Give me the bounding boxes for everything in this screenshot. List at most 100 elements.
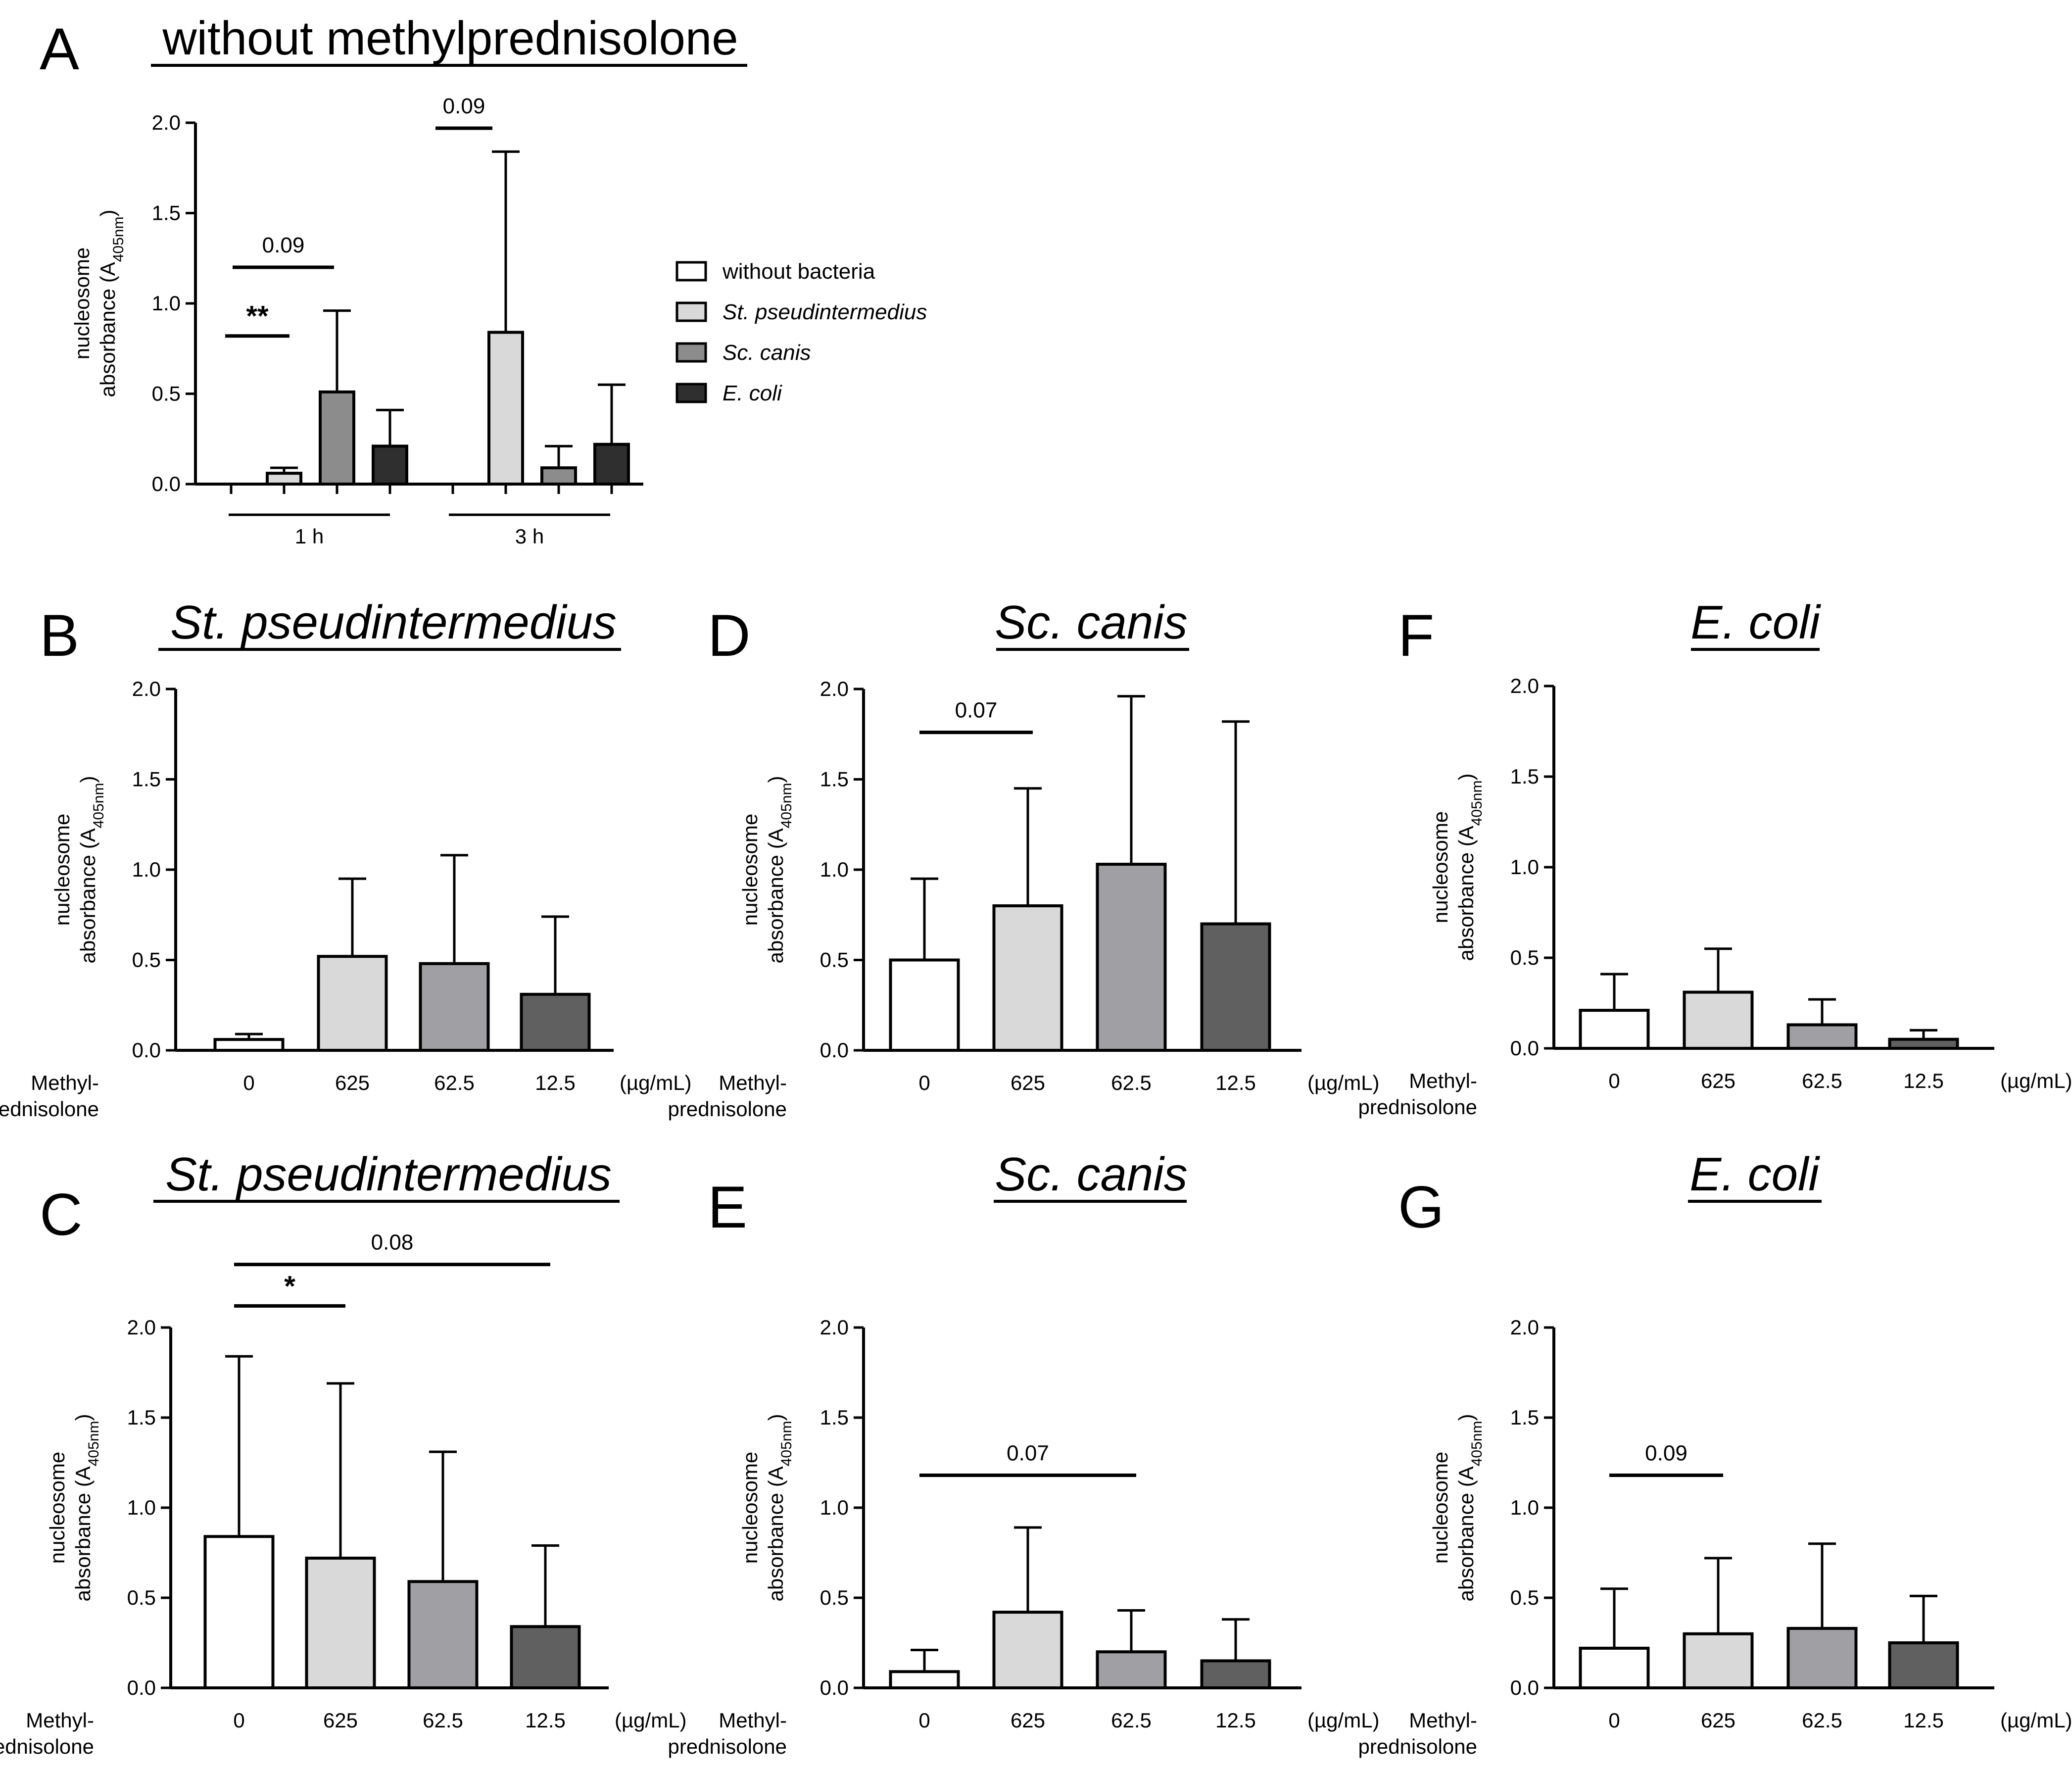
y-tick-label: 2.0 [1510,1316,1539,1339]
bar [305,1556,376,1689]
panel-letter: C [40,1181,83,1248]
x-tick-label: 12.5 [1903,1069,1944,1092]
row-label-prednisolone: prednisolone [1358,1095,1477,1119]
bar [1888,1037,1959,1050]
significance-label: 0.09 [262,233,305,257]
y-tick-label: 1.0 [820,1496,849,1519]
panel-letter: E [708,1174,747,1240]
bar [992,904,1063,1052]
y-axis-label-line2: absorbance (A405nm) [1454,774,1485,961]
y-axis-label-line1: nucleosome [1429,811,1452,923]
y-axis-label-line1: nucleosome [50,814,74,926]
legend-swatch [675,301,707,322]
significance-label: 0.09 [443,94,485,118]
x-unit-label: (µg/mL) [1307,1071,1380,1094]
bar [317,955,388,1052]
y-tick-label: 2.0 [152,111,181,134]
y-axis-label-line1: nucleosome [738,814,762,926]
y-tick-label: 0.0 [132,1038,161,1062]
x-tick-label: 12.5 [1215,1071,1256,1094]
x-tick-label: 0 [1608,1709,1620,1732]
panel-title: E. coli [1690,596,1821,649]
x-tick-label: 0 [918,1709,930,1732]
bar [510,1625,581,1689]
panel-letter: B [40,602,79,669]
x-tick-label: 0 [233,1709,244,1732]
x-tick-label: 12.5 [1903,1709,1944,1732]
bar [213,1038,285,1052]
significance-label: ** [246,300,269,333]
group-label: 1 h [295,525,324,548]
bar [1683,990,1754,1050]
y-axis-label-line1: nucleosome [738,1452,762,1564]
x-tick-label: 625 [1701,1069,1735,1092]
bar [1096,863,1167,1052]
y-tick-label: 1.0 [152,292,181,315]
y-tick-label: 0.0 [152,472,181,495]
row-label-prednisolone: prednisolone [668,1735,787,1758]
y-tick-label: 0.0 [1510,1676,1539,1699]
panel-A: without methylprednisolone A 0.0 0.5 1.0 1.5 2… [40,12,927,548]
bar [593,443,630,486]
y-axis-label-line1: nucleosome [1429,1452,1452,1564]
x-tick-label: 625 [1701,1709,1735,1732]
panel-title: Sc. canis [995,1148,1187,1201]
x-tick-label: 62.5 [1802,1709,1842,1732]
x-unit-label: (µg/mL) [2000,1069,2072,1092]
y-tick-label: 0.5 [820,1586,849,1609]
bar [266,472,302,486]
group-label: 3 h [515,525,544,548]
bar [372,444,408,486]
x-tick-label: 62.5 [1111,1071,1152,1094]
legend-label: St. pseudintermedius [723,300,927,324]
y-tick-label: 2.0 [820,1316,849,1339]
y-tick-label: 0.0 [1510,1036,1539,1060]
panel-title: St. pseudintermedius [170,596,617,649]
bar [1200,922,1271,1052]
y-tick-label: 1.5 [820,1406,849,1429]
y-tick-label: 0.5 [1510,946,1539,969]
x-unit-label: (µg/mL) [620,1071,692,1094]
y-tick-label: 2.0 [127,1316,156,1339]
significance-label: 0.08 [371,1231,414,1255]
y-tick-label: 1.5 [1510,765,1539,788]
legend-label: E. coli [723,381,782,405]
panel-title: St. pseudintermedius [165,1148,612,1201]
y-tick-label: 0.5 [1510,1586,1539,1609]
significance-label: 0.09 [1645,1441,1687,1465]
bar [520,992,591,1052]
panel-letter: G [1398,1174,1444,1240]
bar [407,1580,479,1689]
y-axis-label-line2: absorbance (A405nm) [76,776,107,964]
bar [419,962,490,1052]
panel-F: E. coli F 0.0 0.5 1.0 1.5 2.0 nucleosome absorba… [1358,596,2072,1119]
bar [1786,1626,1858,1689]
bar [889,958,960,1052]
row-label-methyl: Methyl- [26,1709,94,1732]
legend-label: without bacteria [722,259,875,284]
x-tick-label: 0 [1608,1069,1620,1092]
x-tick-label: 625 [1011,1709,1045,1732]
significance-label: * [284,1270,295,1302]
y-axis-label-line2: absorbance (A405nm) [764,1414,795,1602]
panel-title: without methylprednisolone [162,12,738,65]
y-tick-label: 1.0 [820,858,849,881]
panel-letter: A [40,16,79,82]
row-label-methyl: Methyl- [719,1071,787,1094]
panel-title: E. coli [1689,1148,1820,1201]
y-axis-label-line2: absorbance (A405nm) [71,1414,102,1602]
y-tick-label: 0.5 [127,1586,156,1609]
y-axis-label-line1: nucleosome [46,1452,69,1564]
legend-swatch [675,261,707,282]
x-tick-label: 625 [323,1709,358,1732]
bar [487,331,524,486]
x-tick-label: 0 [243,1071,254,1094]
row-label-methyl: Methyl- [31,1071,99,1094]
y-tick-label: 2.0 [132,677,161,700]
bar [319,390,355,486]
row-label-prednisolone: prednisolone [1358,1735,1477,1758]
x-tick-label: 12.5 [1215,1709,1256,1732]
bar [1096,1650,1167,1689]
y-axis-label-line1: nucleosome [70,247,94,359]
